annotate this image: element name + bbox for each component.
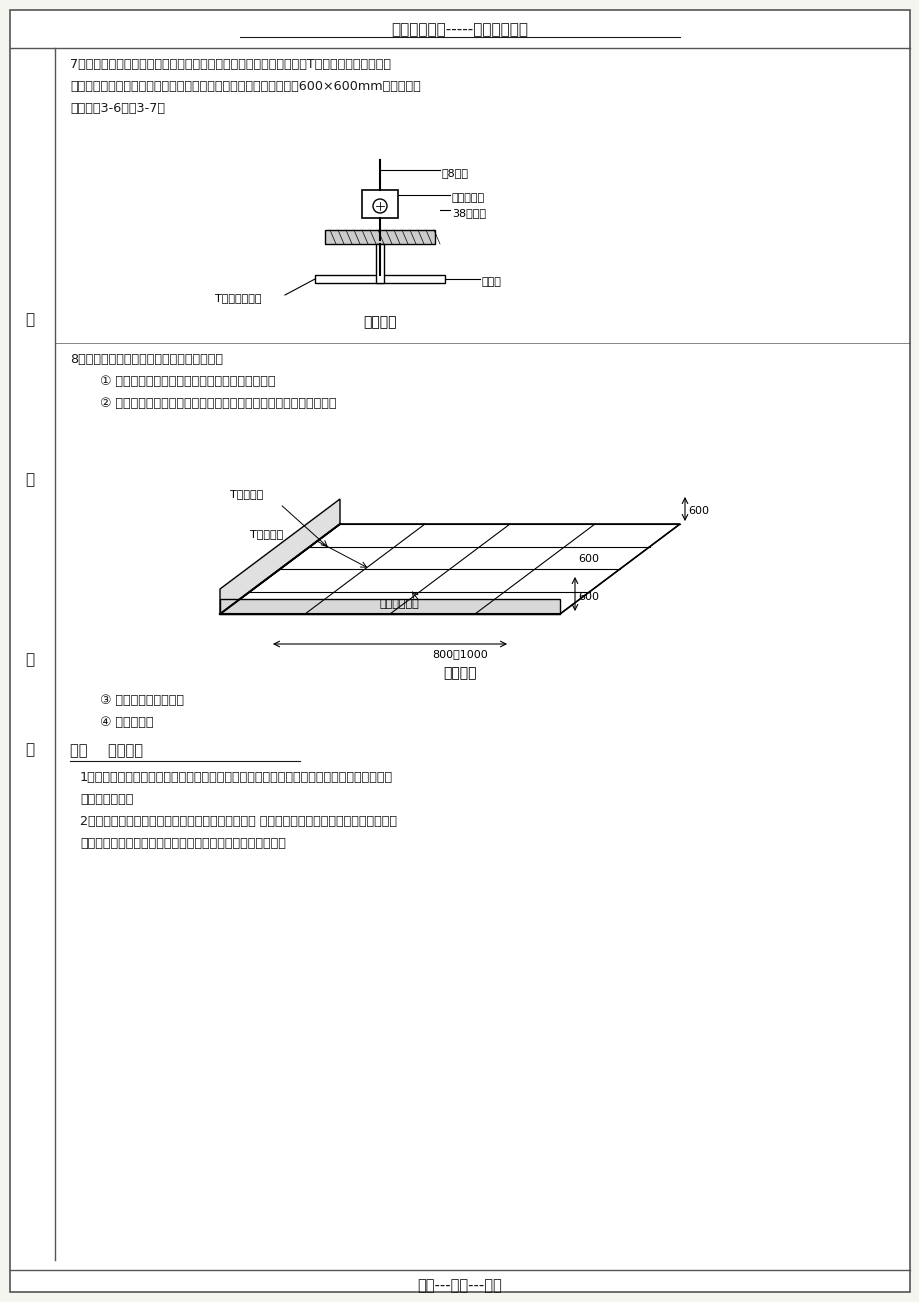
Text: ② 材料的产品合格证书、性能检测报告、进场验收记录和复验报告；: ② 材料的产品合格证书、性能检测报告、进场验收记录和复验报告； <box>100 397 336 410</box>
Text: 专心---专注---专业: 专心---专注---专业 <box>417 1279 502 1293</box>
Text: T型主龙骨: T型主龙骨 <box>230 490 263 499</box>
Text: 装饰板: 装饰板 <box>482 277 502 286</box>
Text: 须经过项目技术人员同意后更改，不得随意改变、挪动吊杆。: 须经过项目技术人员同意后更改，不得随意改变、挪动吊杆。 <box>80 837 286 850</box>
Text: 1、轻钢骨架、罩面板及其他吊顶材料在人场存放、使用过程中应严格管理，保证不变形、不: 1、轻钢骨架、罩面板及其他吊顶材料在人场存放、使用过程中应严格管理，保证不变形、… <box>80 771 392 784</box>
Text: 五、    成品保护: 五、 成品保护 <box>70 743 142 758</box>
Text: 800～1000: 800～1000 <box>432 648 487 659</box>
Bar <box>324 230 435 243</box>
Text: 主龙骨挂件: 主龙骨挂件 <box>451 193 484 203</box>
Text: 受潮、不生锈。: 受潮、不生锈。 <box>80 793 133 806</box>
Polygon shape <box>220 599 560 615</box>
Text: 底: 底 <box>26 473 35 487</box>
Text: 详图见图3-6、图3-7：: 详图见图3-6、图3-7： <box>70 102 165 115</box>
Text: 圆8吊筋: 圆8吊筋 <box>441 168 469 178</box>
Text: T型副龙骨: T型副龙骨 <box>250 529 283 539</box>
Text: 图３－６: 图３－６ <box>363 315 396 329</box>
Text: 8、吊顶工程验收时应检查下列文件和记录：: 8、吊顶工程验收时应检查下列文件和记录： <box>70 353 222 366</box>
Text: 内: 内 <box>26 652 35 668</box>
Polygon shape <box>220 499 340 615</box>
Text: 主龙骨吊挂件: 主龙骨吊挂件 <box>380 599 419 609</box>
Text: ① 吊顶工程的施工图、设计说明及其他设计文件；: ① 吊顶工程的施工图、设计说明及其他设计文件； <box>100 375 275 388</box>
Text: 安板随安配套的小龙骨，安装时操作工人须戴白手套，以防止污染。600×600mm矿棉板安装: 安板随安配套的小龙骨，安装时操作工人须戴白手套，以防止污染。600×600mm矿… <box>70 79 420 92</box>
Text: 38主龙骨: 38主龙骨 <box>451 208 485 217</box>
Text: 600: 600 <box>687 506 709 516</box>
Text: 图３－７: 图３－７ <box>443 667 476 680</box>
Text: 7、安装饰面板：矿棉板选用认可的规格形式，明龙骨矿棉板直接搭在T型烤漆龙骨上即可。随: 7、安装饰面板：矿棉板选用认可的规格形式，明龙骨矿棉板直接搭在T型烤漆龙骨上即可… <box>70 59 391 72</box>
Circle shape <box>372 199 387 214</box>
Bar <box>376 243 383 283</box>
Text: 精选优质文档-----倾情为你奉上: 精选优质文档-----倾情为你奉上 <box>391 22 528 36</box>
Text: T型龙骨及挂件: T型龙骨及挂件 <box>215 293 261 303</box>
Bar <box>361 190 398 217</box>
Bar <box>314 275 445 283</box>
Text: 交: 交 <box>26 312 35 328</box>
Text: 2、装修吊顶用吊杆严禁挪做机电管道、线路吊排吊 机电管道、线路如与吊顶吊杆位置矛盾，: 2、装修吊顶用吊杆严禁挪做机电管道、线路吊排吊 机电管道、线路如与吊顶吊杆位置矛… <box>80 815 397 828</box>
Polygon shape <box>220 523 679 615</box>
Text: 600: 600 <box>577 553 598 564</box>
Text: 600: 600 <box>577 592 598 602</box>
Text: ④ 施工记录。: ④ 施工记录。 <box>100 716 153 729</box>
Text: 容: 容 <box>26 742 35 758</box>
Text: ③ 隐蔽工程验收记录；: ③ 隐蔽工程验收记录； <box>100 694 184 707</box>
